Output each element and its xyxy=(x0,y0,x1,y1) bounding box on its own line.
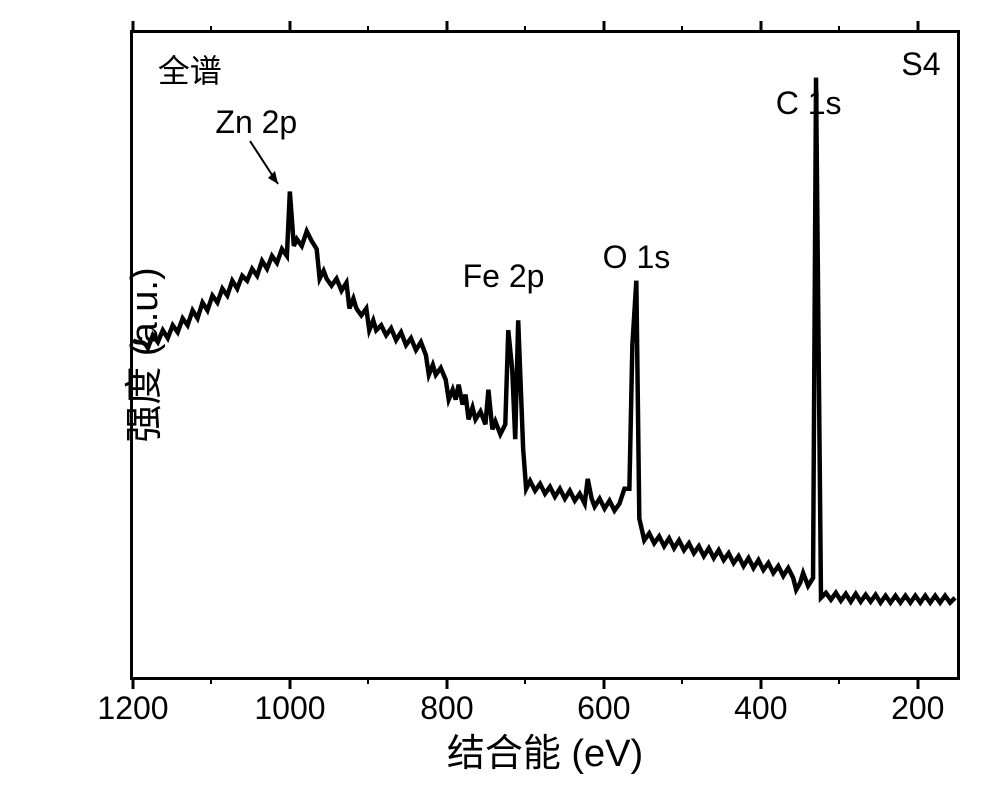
x-tick-top-500 xyxy=(681,26,683,33)
x-label-1200: 1200 xyxy=(97,690,168,727)
x-tick-top-200 xyxy=(916,21,919,33)
x-tick-400 xyxy=(759,677,762,689)
x-tick-top-1200 xyxy=(132,21,135,33)
x-tick-top-900 xyxy=(367,26,369,33)
x-tick-top-1000 xyxy=(288,21,291,33)
annotation-survey: 全谱 xyxy=(158,46,222,92)
x-tick-top-800 xyxy=(445,21,448,33)
x-tick-800 xyxy=(445,677,448,689)
x-tick-1100 xyxy=(210,677,212,684)
x-label-400: 400 xyxy=(734,690,787,727)
x-tick-200 xyxy=(916,677,919,689)
x-tick-1000 xyxy=(288,677,291,689)
zn2p-arrow xyxy=(240,136,290,196)
x-tick-700 xyxy=(524,677,526,684)
x-tick-1200 xyxy=(132,677,135,689)
y-axis-label: 强度 (a.u.) xyxy=(113,267,168,442)
annotation-o1s: O 1s xyxy=(603,239,671,276)
annotation-fe2p: Fe 2p xyxy=(463,258,545,295)
x-tick-top-400 xyxy=(759,21,762,33)
x-tick-top-700 xyxy=(524,26,526,33)
x-tick-top-600 xyxy=(602,21,605,33)
x-label-200: 200 xyxy=(891,690,944,727)
x-label-1000: 1000 xyxy=(254,690,325,727)
x-axis-label: 结合能 (eV) xyxy=(447,722,643,777)
plot-area: 1200 1000 800 600 400 200 结合能 (eV) 强度 (a… xyxy=(130,30,960,680)
x-tick-900 xyxy=(367,677,369,684)
x-tick-top-1100 xyxy=(210,26,212,33)
x-tick-top-300 xyxy=(838,26,840,33)
x-tick-500 xyxy=(681,677,683,684)
xps-spectrum-chart: 1200 1000 800 600 400 200 结合能 (eV) 强度 (a… xyxy=(0,0,1000,795)
x-tick-600 xyxy=(602,677,605,689)
annotation-c1s: C 1s xyxy=(776,85,842,122)
annotation-sample: S4 xyxy=(901,46,940,83)
x-tick-300 xyxy=(838,677,840,684)
